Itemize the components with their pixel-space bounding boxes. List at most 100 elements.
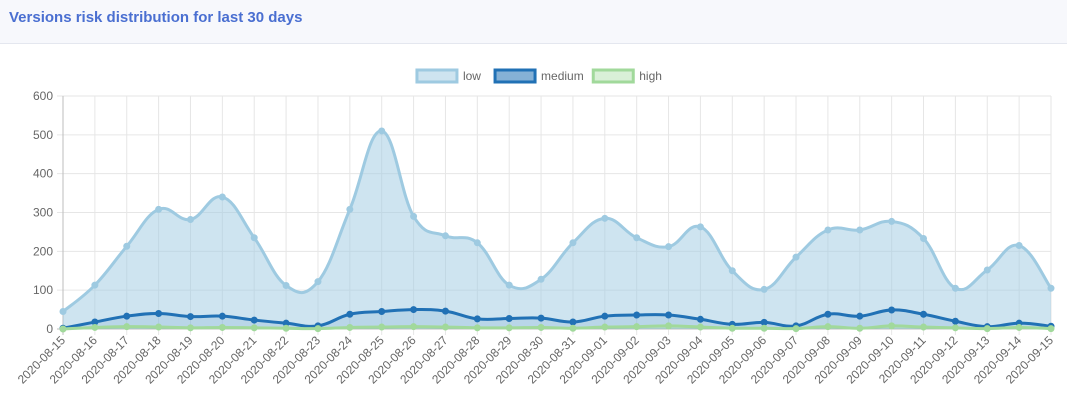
legend-item-medium[interactable]: medium [493, 68, 584, 84]
data-point-low[interactable] [314, 278, 322, 286]
legend-label-low: low [463, 69, 481, 83]
data-point-low[interactable] [951, 284, 959, 292]
data-point-low[interactable] [728, 267, 736, 275]
data-point-medium[interactable] [696, 315, 704, 323]
data-point-medium[interactable] [920, 310, 928, 318]
y-axis: 0 100 200 300 400 500 600 [33, 89, 53, 336]
data-point-low[interactable] [186, 215, 194, 223]
data-point-low[interactable] [123, 242, 131, 250]
data-point-high[interactable] [314, 325, 322, 333]
data-point-low[interactable] [792, 253, 800, 261]
data-point-medium[interactable] [888, 306, 896, 314]
data-point-low[interactable] [410, 212, 418, 220]
data-point-high[interactable] [601, 323, 609, 331]
data-point-high[interactable] [1015, 323, 1023, 331]
chart-legend: low medium high [415, 68, 662, 84]
data-point-high[interactable] [888, 322, 896, 330]
data-point-high[interactable] [410, 323, 418, 331]
data-point-medium[interactable] [951, 317, 959, 325]
data-point-low[interactable] [601, 214, 609, 222]
data-point-high[interactable] [282, 324, 290, 332]
data-point-medium[interactable] [441, 307, 449, 315]
data-point-low[interactable] [856, 226, 864, 234]
data-point-low[interactable] [282, 282, 290, 290]
data-point-high[interactable] [218, 323, 226, 331]
data-point-low[interactable] [91, 281, 99, 289]
data-point-high[interactable] [696, 323, 704, 331]
data-point-medium[interactable] [250, 316, 258, 324]
data-point-medium[interactable] [346, 310, 354, 318]
data-point-medium[interactable] [665, 311, 673, 319]
data-point-high[interactable] [824, 323, 832, 331]
data-point-medium[interactable] [760, 318, 768, 326]
data-point-high[interactable] [633, 323, 641, 331]
data-point-medium[interactable] [505, 315, 513, 323]
data-point-high[interactable] [792, 325, 800, 333]
data-point-high[interactable] [441, 323, 449, 331]
data-point-high[interactable] [123, 323, 131, 331]
data-point-medium[interactable] [824, 310, 832, 318]
data-point-low[interactable] [441, 232, 449, 240]
data-point-low[interactable] [1015, 242, 1023, 250]
data-point-high[interactable] [473, 324, 481, 332]
data-point-low[interactable] [473, 239, 481, 247]
data-point-high[interactable] [378, 323, 386, 331]
data-point-high[interactable] [920, 323, 928, 331]
data-point-low[interactable] [760, 285, 768, 293]
data-point-low[interactable] [59, 308, 67, 316]
data-point-low[interactable] [983, 266, 991, 274]
data-point-low[interactable] [155, 205, 163, 213]
data-point-high[interactable] [665, 322, 673, 330]
data-point-low[interactable] [920, 235, 928, 243]
data-point-high[interactable] [1047, 325, 1055, 333]
data-point-medium[interactable] [601, 312, 609, 320]
data-point-medium[interactable] [856, 312, 864, 320]
data-point-high[interactable] [59, 325, 67, 333]
y-tick-label: 500 [33, 128, 53, 142]
data-point-low[interactable] [537, 275, 545, 283]
data-point-low[interactable] [250, 234, 258, 242]
risk-distribution-chart: low medium high 0 100 200 300 400 500 600 2020-0… [15, 68, 1056, 387]
legend-item-high[interactable]: high [591, 68, 662, 84]
data-point-medium[interactable] [633, 311, 641, 319]
data-point-high[interactable] [346, 323, 354, 331]
data-point-low[interactable] [569, 239, 577, 247]
data-point-low[interactable] [888, 217, 896, 225]
data-point-low[interactable] [633, 234, 641, 242]
data-point-low[interactable] [505, 281, 513, 289]
data-point-medium[interactable] [186, 313, 194, 321]
data-point-low[interactable] [378, 127, 386, 135]
data-point-high[interactable] [91, 323, 99, 331]
legend-item-low[interactable]: low [415, 68, 481, 84]
data-point-high[interactable] [155, 323, 163, 331]
y-tick-label: 100 [33, 283, 53, 297]
series-low [59, 127, 1055, 329]
data-point-low[interactable] [824, 226, 832, 234]
series-area-low [63, 130, 1051, 329]
data-point-high[interactable] [760, 324, 768, 332]
data-point-high[interactable] [856, 324, 864, 332]
data-point-medium[interactable] [218, 312, 226, 320]
series-line-low [62, 129, 1053, 313]
data-point-medium[interactable] [155, 309, 163, 317]
data-point-high[interactable] [250, 324, 258, 332]
data-point-medium[interactable] [569, 318, 577, 326]
data-point-high[interactable] [983, 325, 991, 333]
data-point-high[interactable] [569, 324, 577, 332]
data-point-high[interactable] [537, 323, 545, 331]
data-point-low[interactable] [346, 205, 354, 213]
data-point-low[interactable] [696, 223, 704, 231]
data-point-high[interactable] [186, 324, 194, 332]
data-point-high[interactable] [728, 324, 736, 332]
data-point-medium[interactable] [473, 315, 481, 323]
data-point-medium[interactable] [123, 312, 131, 320]
data-point-medium[interactable] [378, 308, 386, 316]
data-point-low[interactable] [218, 193, 226, 201]
data-point-medium[interactable] [410, 306, 418, 314]
data-point-low[interactable] [665, 243, 673, 251]
data-point-high[interactable] [951, 324, 959, 332]
data-point-high[interactable] [505, 324, 513, 332]
series-layer [59, 127, 1055, 333]
data-point-medium[interactable] [537, 314, 545, 322]
data-point-low[interactable] [1047, 284, 1055, 292]
